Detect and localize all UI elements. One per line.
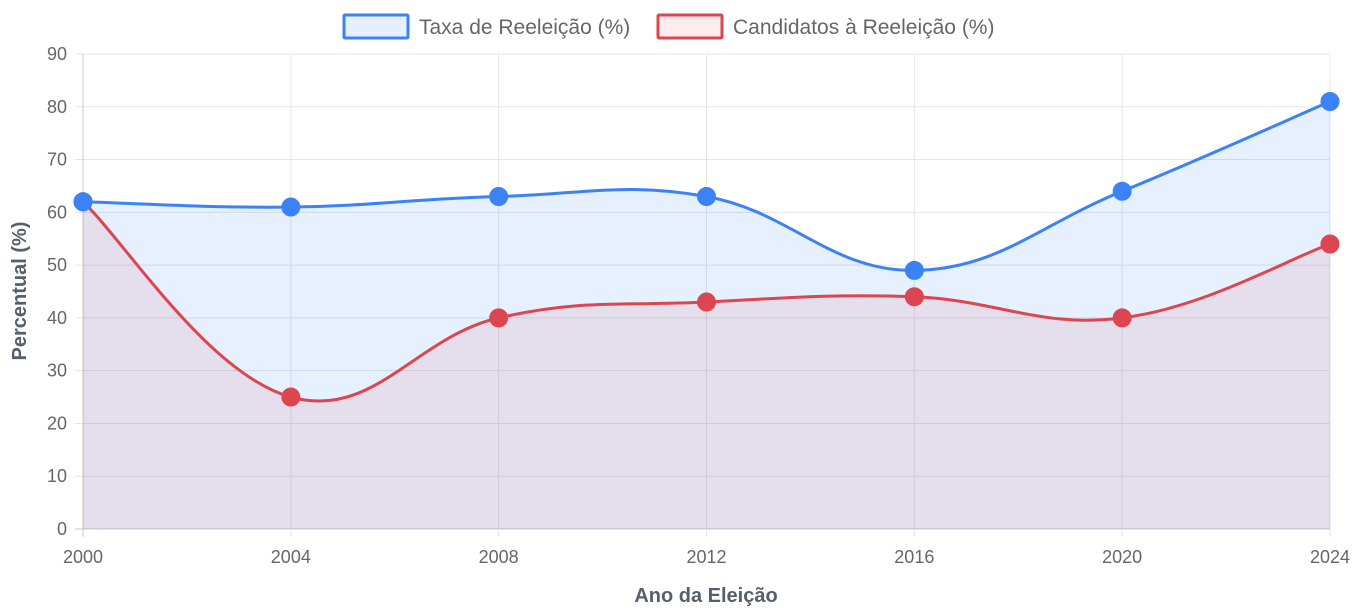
series-area-0 bbox=[83, 101, 1330, 529]
y-tick-label: 60 bbox=[47, 202, 67, 222]
data-point-series-0-2000 bbox=[73, 192, 93, 212]
x-tick-label: 2020 bbox=[1102, 547, 1142, 567]
y-tick-label: 30 bbox=[47, 361, 67, 381]
x-tick-label: 2000 bbox=[63, 547, 103, 567]
y-tick-label: 80 bbox=[47, 97, 67, 117]
x-tick-label: 2004 bbox=[271, 547, 311, 567]
data-point-series-0-2004 bbox=[281, 197, 301, 217]
legend-swatch-candidatos bbox=[656, 13, 724, 40]
y-tick-label: 50 bbox=[47, 255, 67, 275]
y-tick-label: 70 bbox=[47, 150, 67, 170]
x-tick-label: 2016 bbox=[894, 547, 934, 567]
data-point-series-0-2020 bbox=[1112, 181, 1132, 201]
legend-swatch-taxa bbox=[342, 13, 410, 40]
area-fills bbox=[83, 101, 1330, 529]
data-point-series-1-2004 bbox=[281, 387, 301, 407]
x-tick-label: 2008 bbox=[479, 547, 519, 567]
y-tick-label: 10 bbox=[47, 466, 67, 486]
data-point-series-0-2008 bbox=[489, 187, 509, 206]
legend-item-candidatos[interactable]: Candidatos à Reeleição (%) bbox=[656, 13, 994, 40]
legend-label-candidatos: Candidatos à Reeleição (%) bbox=[733, 16, 994, 39]
axes: 0 10 20 30 40 50 60 70 80 90 2000 2004 2008 2012 2016 2… bbox=[47, 44, 1350, 567]
y-tick-label: 20 bbox=[47, 413, 67, 433]
data-point-series-1-2012 bbox=[697, 292, 716, 312]
data-point-series-1-2008 bbox=[489, 308, 509, 328]
x-tick-label: 2012 bbox=[686, 547, 726, 567]
legend: Taxa de Reeleição (%) Candidatos à Reele… bbox=[342, 13, 994, 40]
data-point-series-0-2024 bbox=[1320, 92, 1340, 111]
data-point-series-1-2024 bbox=[1320, 234, 1340, 254]
y-tick-label: 90 bbox=[47, 44, 67, 64]
data-point-series-0-2016 bbox=[904, 260, 924, 280]
data-point-series-1-2020 bbox=[1112, 308, 1132, 328]
series-area-1 bbox=[83, 201, 1330, 529]
legend-item-taxa[interactable]: Taxa de Reeleição (%) bbox=[342, 13, 630, 40]
data-points bbox=[73, 92, 1340, 407]
y-axis-title: Percentual (%) bbox=[9, 222, 31, 361]
x-axis-title: Ano da Eleição bbox=[634, 585, 777, 607]
y-tick-label: 40 bbox=[47, 308, 67, 328]
data-point-series-0-2012 bbox=[697, 187, 716, 206]
data-point-series-1-2016 bbox=[904, 287, 924, 307]
y-tick-label: 0 bbox=[57, 519, 67, 539]
x-tick-label: 2024 bbox=[1310, 547, 1350, 567]
legend-label-taxa: Taxa de Reeleição (%) bbox=[419, 16, 630, 39]
